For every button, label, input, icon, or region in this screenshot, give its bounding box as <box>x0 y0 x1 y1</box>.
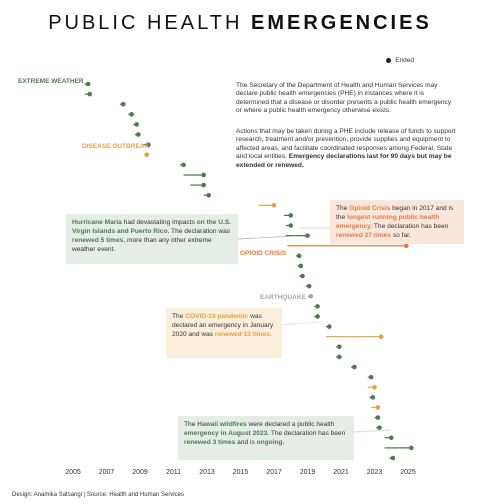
event-end-point <box>296 253 302 259</box>
event-end-point <box>129 112 134 117</box>
hawaii-text-3: The declaration has been <box>269 430 346 437</box>
maria-text-3: , more than any other extreme weather ev… <box>72 237 212 253</box>
opioid-longest: longest running public health emergency. <box>336 214 440 230</box>
hawaii-text-4: and is <box>235 439 257 446</box>
event-end-point <box>206 192 211 198</box>
label-earthquake: EARTHQUAKE <box>260 294 306 301</box>
event-end-point <box>378 334 384 340</box>
event-end-point <box>300 273 305 279</box>
maria-text-2: The declaration was <box>169 228 231 235</box>
maria-renewals: renewed 5 times <box>72 237 124 244</box>
label-opioid-crisis: OPIOID CRISIS <box>240 250 287 257</box>
opioid-renewals: renewed 27 times <box>336 232 391 239</box>
event-end-point <box>372 384 377 390</box>
description-actions-bold: Emergency declarations last for 90 days … <box>236 153 452 169</box>
event-end-point <box>375 405 381 410</box>
x-tick-label: 2009 <box>132 469 148 476</box>
covid-name: COVID-19 pandemic <box>185 313 249 320</box>
maria-text-1: had devastating impacts <box>121 219 197 226</box>
event-end-point <box>201 182 206 188</box>
x-tick-label: 2015 <box>233 469 249 476</box>
event-end-point <box>271 202 277 208</box>
label-extreme-weather: EXTREME WEATHER <box>18 78 84 85</box>
event-end-point <box>326 324 332 329</box>
label-disease-outbreak: DISEASE OUTBREAK <box>82 143 150 150</box>
opioid-text-2: began in 2017 and is the <box>336 205 454 221</box>
maria-name: Hurricane Maria <box>72 219 122 226</box>
event-end-point <box>409 445 414 451</box>
covid-text-1: The <box>172 313 186 320</box>
event-end-point <box>377 425 382 430</box>
annotation-hurricane-maria: Hurricane Maria had devastating impacts … <box>66 214 238 264</box>
maria-places: on the U.S. Virgin Islands and Puerto Ri… <box>72 219 232 235</box>
event-end-point <box>337 354 342 360</box>
opioid-text-4: so far. <box>390 232 411 239</box>
event-end-point <box>120 101 126 107</box>
x-tick-label: 2011 <box>166 469 181 476</box>
maria-connector <box>237 235 297 240</box>
event-end-point <box>136 132 141 137</box>
event-end-point <box>144 152 149 158</box>
x-tick-label: 2013 <box>199 469 215 476</box>
hawaii-text-2: were declared a public health <box>246 421 335 428</box>
description-intro: The Secretary of the Department of Healt… <box>236 82 452 115</box>
opioid-text-3: The declaration has been <box>372 223 449 230</box>
annotation-opioid-crisis: The Opioid Crisis began in 2017 and is t… <box>330 200 464 244</box>
annotation-covid: The COVID-19 pandemic was declared an em… <box>166 308 282 358</box>
event-end-point <box>315 314 320 319</box>
event-end-point <box>390 455 396 461</box>
x-tick-label: 2021 <box>333 469 349 476</box>
event-end-point <box>298 263 304 269</box>
legend-ended-label: Ended <box>395 57 414 64</box>
footer: Design: Anamika Satsangi | Source: Healt… <box>12 492 184 498</box>
event-end-point <box>370 395 376 400</box>
hawaii-renewals: renewed 3 times <box>184 439 236 446</box>
description-actions-text: Actions that may be taken during a PHE i… <box>236 128 456 161</box>
event-end-point <box>305 233 310 238</box>
event-end-point <box>134 122 139 127</box>
x-tick-label: 2005 <box>65 469 81 476</box>
description-actions: Actions that may be taken during a PHE i… <box>236 128 456 170</box>
x-tick-label: 2007 <box>99 469 115 476</box>
event-end-point <box>85 81 91 87</box>
x-tick-label: 2023 <box>367 469 383 476</box>
legend: Ended <box>386 57 414 64</box>
covid-connector <box>281 321 319 326</box>
title-bold: EMERGENCIES <box>250 12 432 34</box>
ended-dot-icon <box>386 58 392 63</box>
event-end-point <box>181 162 186 168</box>
page-title: PUBLIC HEALTH EMERGENCIES <box>0 12 480 35</box>
event-end-point <box>308 293 314 299</box>
event-end-point <box>375 415 381 420</box>
hawaii-text-1: The <box>184 421 198 428</box>
hawaii-name: Hawaii wildfires <box>197 421 247 428</box>
event-end-point <box>315 304 320 309</box>
hawaii-date: emergency in August 2023. <box>184 430 270 437</box>
event-end-point <box>306 283 312 289</box>
event-end-point <box>388 435 394 441</box>
opioid-name: Opioid Crisis <box>349 205 391 212</box>
x-tick-label: 2017 <box>266 469 282 476</box>
opioid-text-1: The <box>336 205 350 212</box>
hawaii-ongoing: ongoing. <box>256 439 285 446</box>
event-end-point <box>87 91 93 97</box>
event-end-point <box>201 172 206 178</box>
x-tick-label: 2025 <box>400 469 416 476</box>
covid-renewals: renewed 13 times. <box>214 331 272 338</box>
event-end-point <box>288 223 294 228</box>
x-tick-label: 2019 <box>300 469 316 476</box>
title-plain: PUBLIC HEALTH <box>48 12 243 34</box>
event-end-point <box>404 243 409 249</box>
event-end-point <box>337 344 342 350</box>
event-end-point <box>288 213 294 218</box>
event-end-point <box>146 142 151 147</box>
event-end-point <box>368 374 374 380</box>
hawaii-connector <box>353 429 391 433</box>
event-end-point <box>352 364 357 370</box>
annotation-hawaii-wildfires: The Hawaii wildfires were declared a pub… <box>178 416 354 460</box>
covid-text-2: was declared an emergency in January 202… <box>172 313 274 338</box>
